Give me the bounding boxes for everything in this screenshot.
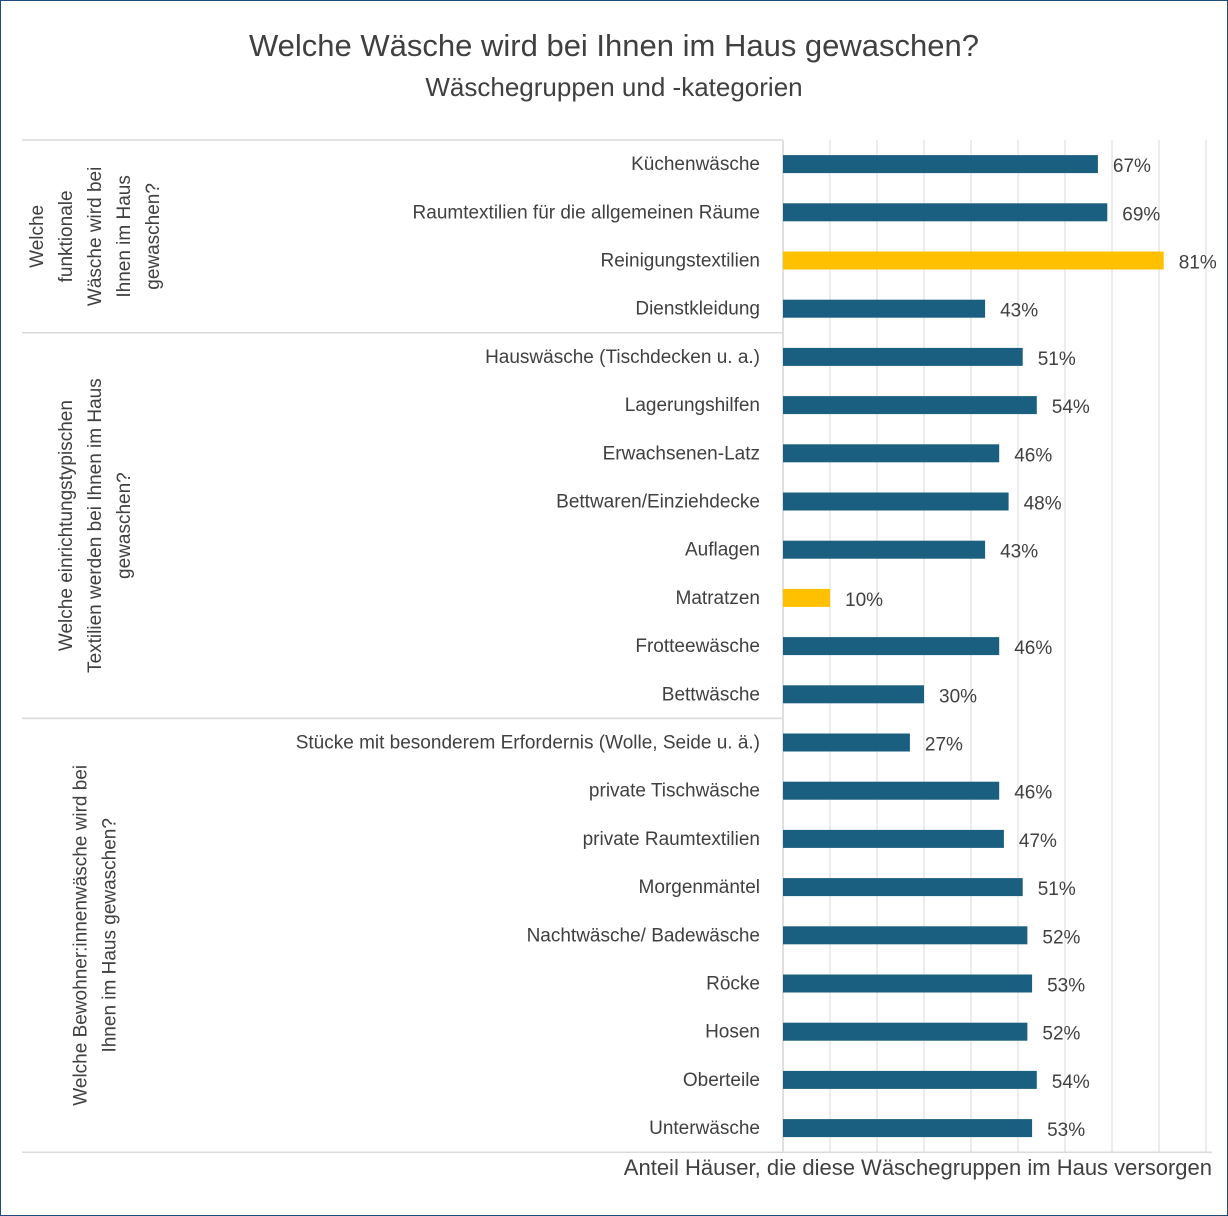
group-label-line: gewaschen? xyxy=(143,183,164,290)
value-label: 46% xyxy=(1014,445,1052,466)
bar xyxy=(783,829,1004,848)
bar xyxy=(783,540,986,559)
category-label: private Tischwäsche xyxy=(589,781,760,802)
group-label: Welche funktionale Wäsche wird bei Ihnen im… xyxy=(27,167,164,306)
category-label: Hosen xyxy=(705,1022,760,1043)
category-label: Küchenwäsche xyxy=(631,154,760,175)
group-label: Welche Bewohner:innenwäsche wird bei Ihne… xyxy=(71,765,121,1106)
bar xyxy=(783,781,1000,800)
value-label: 52% xyxy=(1042,1024,1080,1045)
category-label: Bettwäsche xyxy=(662,684,760,705)
bar xyxy=(783,588,830,607)
category-label: private Raumtextilien xyxy=(583,829,760,850)
bar xyxy=(783,299,986,318)
bar xyxy=(783,637,1000,656)
value-label: 30% xyxy=(939,686,977,707)
value-label: 53% xyxy=(1047,976,1085,997)
group-label-line: Wäsche wird bei xyxy=(85,167,106,306)
bar xyxy=(783,347,1023,366)
bar xyxy=(783,492,1009,511)
value-label: 51% xyxy=(1038,879,1076,900)
bar xyxy=(783,1022,1028,1041)
value-label: 52% xyxy=(1042,927,1080,948)
chart-title: Welche Wäsche wird bei Ihnen im Haus gew… xyxy=(248,28,979,63)
bar xyxy=(783,974,1033,993)
value-label: 10% xyxy=(845,590,883,611)
group-label: Welche einrichtungstypischen Textilien we… xyxy=(56,378,135,673)
category-label: Stücke mit besonderem Erfordernis (Wolle… xyxy=(296,733,760,754)
chart-subtitle: Wäschegruppen und -kategorien xyxy=(425,72,803,102)
category-label: Hauswäsche (Tischdecken u. a.) xyxy=(485,347,760,368)
bar xyxy=(783,1119,1033,1138)
category-label: Lagerungshilfen xyxy=(625,395,760,416)
bar xyxy=(783,396,1037,415)
bar xyxy=(783,926,1028,945)
bar xyxy=(783,203,1108,222)
category-label: Oberteile xyxy=(683,1070,760,1091)
category-label: Reinigungstextilien xyxy=(601,251,761,272)
group-separators xyxy=(22,139,1212,1153)
group-label-line: Ihnen im Haus gewaschen? xyxy=(100,818,121,1052)
value-label: 69% xyxy=(1122,204,1160,225)
value-label: 54% xyxy=(1052,397,1090,418)
group-label-line: Ihnen im Haus xyxy=(114,175,135,298)
group-label-line: Textilien werden bei Ihnen im Haus xyxy=(85,378,106,673)
group-labels: Welche funktionale Wäsche wird bei Ihnen im… xyxy=(27,167,164,1106)
category-label: Matratzen xyxy=(676,588,760,609)
value-label: 67% xyxy=(1113,156,1151,177)
group-label-line: funktionale xyxy=(56,190,77,282)
value-label: 43% xyxy=(1000,301,1038,322)
value-label: 27% xyxy=(925,735,963,756)
bar xyxy=(783,444,1000,463)
category-label: Erwachsenen-Latz xyxy=(603,443,760,464)
value-labels: 67% 69% 81% 43% 51% 54% 46% 48% 43% 10% 46% 30% 27% 4… xyxy=(845,156,1217,1141)
group-label-line: Welche xyxy=(27,205,48,268)
x-axis-title: Anteil Häuser, die diese Wäschegruppen i… xyxy=(624,1155,1212,1180)
value-label: 81% xyxy=(1179,253,1217,274)
value-label: 46% xyxy=(1014,783,1052,804)
value-label: 43% xyxy=(1000,542,1038,563)
category-label: Nachtwäsche/ Badewäsche xyxy=(527,925,760,946)
category-label: Röcke xyxy=(706,974,760,995)
group-label-line: Welche einrichtungstypischen xyxy=(56,400,77,651)
bar xyxy=(783,251,1164,270)
category-labels: Küchenwäsche Raumtextilien für die allgem… xyxy=(296,154,760,1139)
category-label: Dienstkleidung xyxy=(635,299,760,320)
value-label: 46% xyxy=(1014,638,1052,659)
bar xyxy=(783,733,910,752)
value-label: 53% xyxy=(1047,1120,1085,1141)
bar xyxy=(783,1070,1037,1089)
bar xyxy=(783,685,924,704)
value-label: 54% xyxy=(1052,1072,1090,1093)
bar xyxy=(783,155,1098,174)
bars xyxy=(783,155,1164,1138)
group-label-line: gewaschen? xyxy=(114,472,135,579)
category-label: Auflagen xyxy=(685,540,760,561)
value-label: 48% xyxy=(1024,494,1062,515)
value-label: 47% xyxy=(1019,831,1057,852)
group-label-line: Welche Bewohner:innenwäsche wird bei xyxy=(71,765,92,1106)
bar xyxy=(783,878,1023,897)
category-label: Bettwaren/Einziehdecke xyxy=(556,492,760,513)
category-label: Morgenmäntel xyxy=(639,877,760,898)
value-label: 51% xyxy=(1038,349,1076,370)
category-label: Unterwäsche xyxy=(649,1118,760,1139)
category-label: Raumtextilien für die allgemeinen Räume xyxy=(413,202,760,223)
category-label: Frotteewäsche xyxy=(635,636,760,657)
